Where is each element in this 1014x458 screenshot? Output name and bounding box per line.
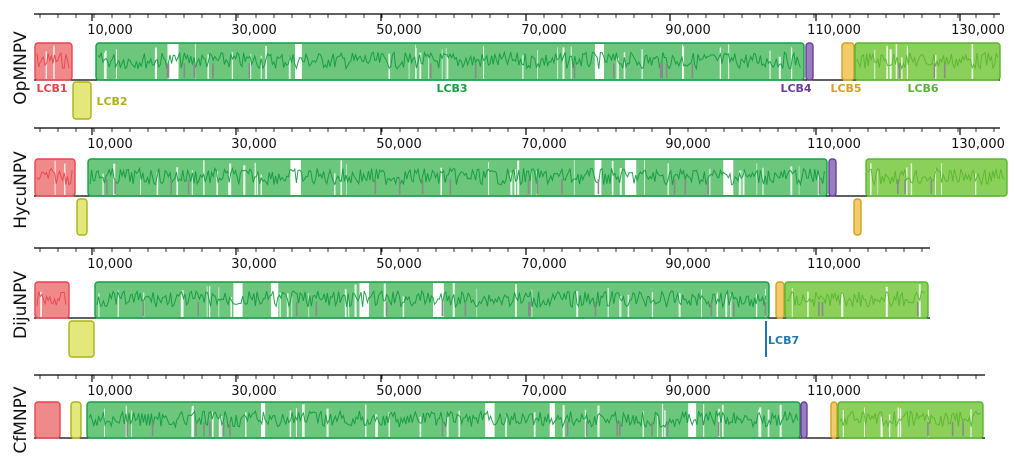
lcb-label-lcb3: LCB3 [436, 82, 467, 95]
lcb-block-shape [828, 158, 837, 197]
lcb-block-shape [830, 401, 838, 439]
lcb-block-shape [72, 81, 92, 120]
lcb-block-lcb6[interactable] [854, 42, 1001, 81]
lcb-block-lcb5[interactable] [830, 401, 838, 439]
lcb-block-shape [94, 281, 770, 319]
lcb-label-lcb1: LCB1 [36, 82, 67, 95]
ruler-tick-label: 70,000 [521, 257, 567, 272]
lcb-block-shape [800, 401, 808, 439]
ruler-tick-label: 70,000 [521, 137, 567, 152]
genome-panel-hycunpv: HycuNPV 10,000 30,000 50,000 70,000 90,000 110… [11, 127, 1008, 236]
lcb-block-lcb3[interactable] [87, 158, 828, 197]
lcb-block-shape [86, 401, 801, 439]
ruler-tick-label: 90,000 [665, 137, 711, 152]
lcb-block-shape [765, 321, 767, 357]
lcb-block-shape [837, 401, 984, 439]
ruler-tick-label: 130,000 [951, 137, 1005, 152]
lcb-label-lcb4: LCB4 [780, 82, 811, 95]
lcb-block-lcb1[interactable] [34, 281, 70, 319]
lcb-block-lcb6[interactable] [837, 401, 984, 439]
lcb-block-shape [76, 198, 88, 236]
lcb-label-lcb5: LCB5 [830, 82, 861, 95]
lcb-block-shape [775, 281, 785, 319]
ruler-tick-label: 10,000 [87, 257, 133, 272]
lcb-label-lcb2: LCB2 [96, 95, 127, 108]
ruler-tick-label: 90,000 [665, 23, 711, 38]
ruler-tick-label: 30,000 [231, 137, 277, 152]
lcb-block-lcb3[interactable] [94, 281, 770, 319]
ruler-tick-label: 110,000 [807, 23, 861, 38]
ruler-tick-label: 70,000 [521, 23, 567, 38]
lcb-label-lcb6: LCB6 [907, 82, 938, 95]
genome-panel-opmnpv: OpMNPV 10,000 30,000 50,000 70,000 90,000 110,… [11, 13, 1005, 120]
ruler-tick-label: 10,000 [87, 137, 133, 152]
ruler-tick-label: 10,000 [87, 23, 133, 38]
lcb-block-lcb1[interactable] [34, 158, 76, 197]
lcb-block-lcb2[interactable] [68, 320, 95, 358]
ruler-tick-label: 50,000 [376, 384, 422, 399]
lcb-block-shape [70, 401, 82, 439]
ruler-tick-label: 10,000 [87, 384, 133, 399]
lcb-block-shape [95, 42, 805, 81]
lcb-block-shape [34, 281, 70, 319]
lcb-block-shape [841, 42, 855, 81]
genome-name: HycuNPV [11, 151, 31, 229]
ruler-tick-label: 50,000 [376, 137, 422, 152]
genome-panel-cfmnpv: CfMNPV 10,000 30,000 50,000 70,000 90,000 110,… [11, 374, 985, 454]
lcb-block-lcb2[interactable] [72, 81, 92, 120]
ruler-tick-label: 30,000 [231, 23, 277, 38]
lcb-block-lcb5[interactable] [775, 281, 785, 319]
lcb-block-shape [805, 42, 814, 81]
ruler-tick-label: 90,000 [665, 384, 711, 399]
ruler-tick-label: 130,000 [951, 23, 1005, 38]
lcb-block-lcb4[interactable] [800, 401, 808, 439]
ruler-tick-label: 30,000 [231, 257, 277, 272]
ruler-tick-label: 70,000 [521, 384, 567, 399]
lcb-block-lcb1[interactable] [34, 401, 61, 439]
genome-name: CfMNPV [11, 386, 31, 453]
lcb-label-lcb7: LCB7 [768, 334, 799, 347]
genome-name: OpMNPV [11, 31, 31, 105]
lcb-block-lcb6[interactable] [865, 158, 1008, 197]
genome-name: DijuNPV [11, 271, 31, 339]
lcb-block-lcb2[interactable] [70, 401, 82, 439]
lcb-block-lcb3[interactable] [95, 42, 805, 81]
ruler-tick-label: 110,000 [807, 257, 861, 272]
lcb-block-shape [853, 198, 862, 236]
genome-panel-dijunpv: DijuNPV 10,000 30,000 50,000 70,000 90,000 110… [11, 247, 930, 358]
lcb-block-lcb3[interactable] [86, 401, 801, 439]
ruler-tick-label: 50,000 [376, 23, 422, 38]
lcb-block-lcb6[interactable] [784, 281, 929, 319]
lcb-block-lcb5[interactable] [841, 42, 855, 81]
ruler-tick-label: 50,000 [376, 257, 422, 272]
ruler-tick-label: 110,000 [807, 384, 861, 399]
lcb-block-lcb4[interactable] [828, 158, 837, 197]
ruler-tick-label: 30,000 [231, 384, 277, 399]
lcb-block-lcb5[interactable] [853, 198, 862, 236]
lcb-block-shape [34, 401, 61, 439]
lcb-block-lcb1[interactable] [34, 42, 73, 81]
lcb-block-shape [865, 158, 1008, 197]
lcb-block-shape [68, 320, 95, 358]
ruler-tick-label: 110,000 [807, 137, 861, 152]
lcb-block-lcb7[interactable] [765, 321, 767, 357]
ruler-tick-label: 90,000 [665, 257, 711, 272]
lcb-block-lcb4[interactable] [805, 42, 814, 81]
lcb-block-lcb2[interactable] [76, 198, 88, 236]
